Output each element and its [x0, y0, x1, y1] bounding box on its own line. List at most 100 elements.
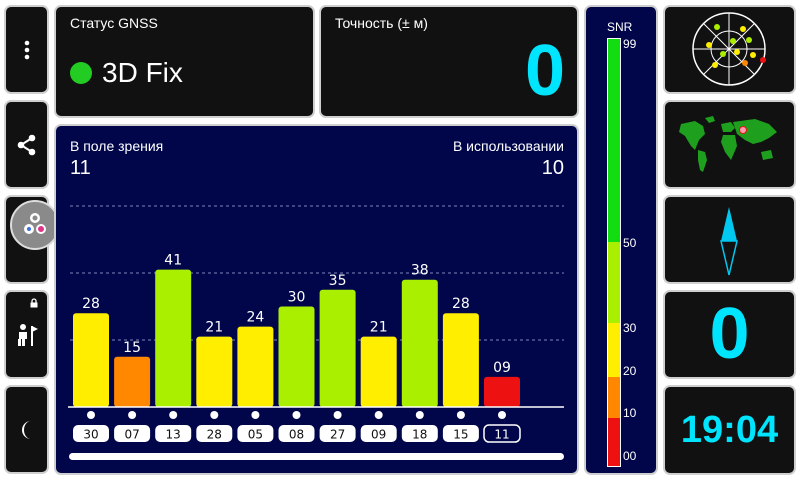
snr-bar — [484, 376, 520, 407]
compass-icon — [720, 207, 738, 276]
floating-assistant-button[interactable] — [10, 200, 60, 250]
share-button[interactable] — [4, 100, 49, 189]
satellite-prn-label: 18 — [412, 428, 427, 442]
bar-value-label: 41 — [164, 253, 182, 269]
person-flag-icon — [17, 323, 38, 346]
satellite-dot — [128, 411, 137, 419]
snr-bar — [278, 306, 315, 407]
satellite-dot — [210, 411, 219, 419]
bar-value-label: 09 — [493, 360, 511, 376]
more-vert-icon — [24, 40, 29, 59]
accuracy-panel: Точность (± м) 0 — [319, 5, 579, 118]
bar-value-label: 28 — [82, 296, 100, 312]
satellite-prn-badge[interactable] — [155, 425, 192, 442]
satellite-prn-label: 27 — [330, 428, 345, 442]
accuracy-value: 0 — [524, 31, 565, 111]
snr-bar — [319, 289, 356, 407]
snr-bar — [237, 326, 274, 407]
satellites-panel: В поле зрения 11 В использовании 10 28 15… — [54, 124, 579, 475]
bar-value-label: 24 — [246, 310, 264, 326]
satellite-prn-label: 30 — [83, 428, 98, 442]
snr-scale-yellow — [608, 323, 620, 377]
satellite-dot — [498, 411, 506, 419]
world-map-tile[interactable] — [663, 100, 796, 189]
snr-tick-00: 00 — [623, 449, 637, 463]
accuracy-label: Точность (± м) — [335, 15, 428, 31]
bar-value-label: 21 — [370, 320, 388, 336]
satellite-prn-badge[interactable] — [237, 425, 274, 442]
fix-indicator-dot — [70, 62, 92, 84]
sky-view-tile[interactable] — [663, 5, 796, 94]
snr-bar — [155, 269, 192, 407]
sky-plot-icon — [692, 12, 766, 86]
satellite-prn-badge[interactable] — [73, 425, 109, 442]
bar-value-label: 30 — [288, 290, 306, 306]
snr-tick-99: 99 — [623, 37, 637, 51]
compass-tile[interactable] — [663, 195, 796, 284]
satellite-dot — [292, 411, 301, 419]
bar-value-label: 28 — [452, 296, 470, 312]
satellite-prn-label: 09 — [371, 428, 386, 442]
satellite-prn-badge[interactable] — [401, 425, 438, 442]
snr-bar — [442, 313, 479, 407]
night-mode-button[interactable] — [4, 385, 49, 474]
satellite-prn-label: 13 — [166, 428, 181, 442]
bar-value-label: 38 — [411, 263, 429, 279]
menu-button[interactable] — [4, 5, 49, 94]
snr-bar — [114, 356, 151, 407]
world-map-icon — [679, 116, 777, 172]
satellite-prn-label: 07 — [124, 428, 139, 442]
clock-time: 19:04 — [680, 409, 779, 451]
snr-bar — [73, 313, 109, 407]
clock-tile[interactable]: 19:04 — [663, 385, 796, 475]
snr-tick-50: 50 — [623, 236, 637, 250]
satellite-dot — [415, 411, 424, 419]
gnss-status-label: Статус GNSS — [70, 15, 158, 31]
snr-color-scale — [607, 38, 621, 467]
assistant-icon — [24, 213, 46, 234]
satellite-prn-badge[interactable] — [196, 425, 233, 442]
bar-value-label: 15 — [123, 340, 141, 356]
snr-bar — [401, 279, 438, 407]
bar-value-label: 35 — [329, 273, 347, 289]
in-view-label: В поле зрения — [70, 138, 164, 154]
snr-bar — [360, 336, 397, 407]
moon-icon — [21, 420, 31, 439]
snr-tick-20: 20 — [623, 364, 637, 378]
satellite-prn-label: 05 — [248, 428, 263, 442]
speed-value: 0 — [709, 294, 750, 374]
snr-bar-chart: 28 15 41 21 24 30 35 21 38 28 09 30 07 13 28 05 08 27 09 1… — [68, 205, 564, 460]
fix-status-text: 3D Fix — [102, 57, 183, 88]
satellite-prn-label: 08 — [289, 428, 304, 442]
satellite-dot — [87, 411, 95, 419]
satellite-prn-badge[interactable] — [114, 425, 151, 442]
in-use-label: В использовании — [452, 138, 564, 154]
satellite-prn-badge[interactable] — [360, 425, 397, 442]
satellite-dot — [456, 411, 465, 419]
satellite-prn-label: 28 — [207, 428, 222, 442]
satellite-prn-badge[interactable] — [319, 425, 356, 442]
chart-scrollbar[interactable] — [69, 453, 564, 460]
satellite-dot — [251, 411, 260, 419]
satellite-dot — [374, 411, 383, 419]
snr-bar — [196, 336, 233, 407]
bar-value-label: 21 — [205, 320, 223, 336]
snr-scale-red — [608, 418, 620, 466]
satellite-prn-badge[interactable] — [483, 424, 521, 443]
satellite-prn-badge[interactable] — [442, 425, 479, 442]
snr-tick-10: 10 — [623, 406, 637, 420]
satellite-dot — [333, 411, 342, 419]
satellite-prn-badge[interactable] — [278, 425, 315, 442]
snr-title: SNR — [607, 20, 633, 34]
fix-status: 3D Fix — [70, 57, 183, 89]
speed-tile[interactable]: 0 — [663, 290, 796, 379]
gnss-status-panel: Статус GNSS 3D Fix — [54, 5, 315, 118]
lock-icon — [30, 298, 38, 308]
share-icon — [17, 134, 35, 155]
satellite-dot — [169, 411, 178, 419]
snr-scale-lightgreen — [608, 242, 620, 323]
satellite-prn-label: 15 — [453, 428, 468, 442]
locked-tool-button[interactable] — [4, 290, 49, 379]
snr-scale-orange — [608, 377, 620, 418]
snr-legend-panel: SNR 99 50 30 20 10 00 — [584, 5, 658, 475]
